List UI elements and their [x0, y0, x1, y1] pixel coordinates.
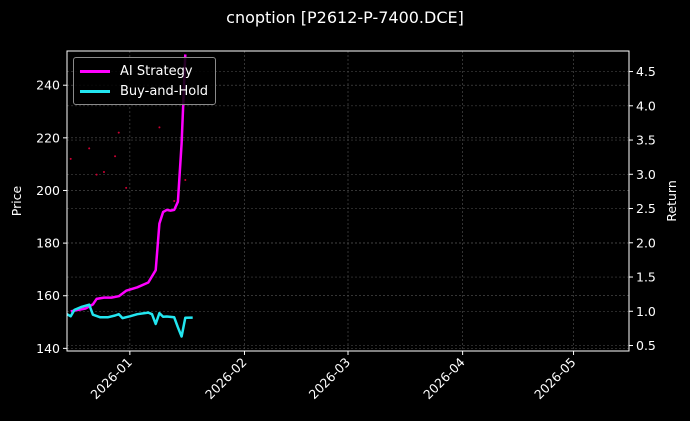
y-tick-label-right: 1.0 — [636, 304, 656, 319]
series-line-buy-and-hold — [66, 303, 193, 338]
scatter-point — [125, 186, 128, 189]
y-tick-label-left: 220 — [36, 130, 60, 145]
scatter-point — [117, 131, 120, 134]
y-tick-label-right: 2.0 — [636, 235, 656, 250]
scatter-point — [88, 147, 91, 150]
x-tick-label: 2026-01 — [87, 355, 135, 403]
y-tick-label-right: 3.0 — [636, 167, 656, 182]
y-tick-label-right: 2.5 — [636, 201, 656, 216]
legend-item-buy-and-hold: Buy-and-Hold — [80, 81, 208, 101]
legend-item-ai-strategy: AI Strategy — [80, 61, 193, 81]
y-tick-label-left: 240 — [36, 78, 60, 93]
scatter-point — [158, 126, 161, 129]
y-tick-label-left: 200 — [36, 183, 60, 198]
y-tick-label-right: 1.5 — [636, 270, 656, 285]
x-tick-label: 2026-02 — [202, 355, 250, 403]
scatter-point — [184, 178, 187, 181]
series-line-ai-strategy — [70, 54, 187, 313]
x-tick-label: 2026-05 — [531, 355, 579, 403]
y-tick-label-right: 4.0 — [636, 98, 656, 113]
y-axis-label-left: Price — [9, 185, 24, 216]
legend-label-buy-and-hold: Buy-and-Hold — [120, 83, 209, 99]
x-tick-label: 2026-04 — [420, 354, 468, 402]
y-axis-label-right: Return — [664, 180, 679, 221]
y-tick-label-right: 0.5 — [636, 338, 656, 353]
legend-label-ai-strategy: AI Strategy — [120, 63, 193, 79]
y-tick-label-left: 160 — [36, 288, 60, 303]
scatter-point — [95, 173, 98, 176]
scatter-point — [102, 171, 105, 174]
legend-swatch-buy-and-hold — [80, 89, 110, 93]
y-tick-label-right: 4.5 — [636, 64, 656, 79]
scatter-point — [173, 200, 176, 202]
chart-title: cnoption [P2612-P-7400.DCE] — [226, 8, 464, 27]
scatter-point — [114, 155, 117, 158]
legend: AI Strategy Buy-and-Hold — [73, 57, 216, 105]
legend-swatch-ai-strategy — [80, 69, 110, 73]
scatter-point — [69, 157, 72, 160]
x-tick-label: 2026-03 — [306, 355, 354, 403]
y-tick-label-left: 140 — [36, 341, 60, 356]
y-tick-label-right: 3.5 — [636, 133, 656, 148]
y-tick-label-left: 180 — [36, 236, 60, 251]
